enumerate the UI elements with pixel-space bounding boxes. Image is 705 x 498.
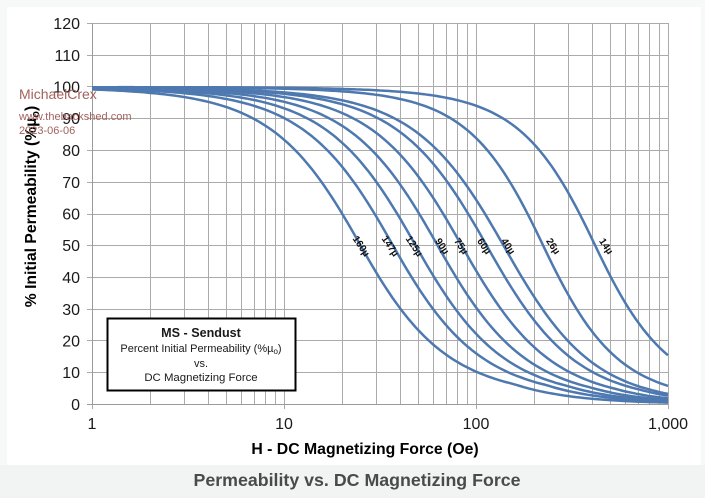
svg-text:20: 20 — [62, 334, 80, 351]
svg-text:100: 100 — [53, 80, 80, 97]
svg-text:50: 50 — [62, 238, 80, 255]
svg-text:H - DC Magnetizing Force (Oe): H - DC Magnetizing Force (Oe) — [251, 441, 478, 458]
svg-text:120: 120 — [53, 16, 80, 33]
svg-text:MS - Sendust: MS - Sendust — [161, 326, 242, 340]
svg-text:110: 110 — [54, 48, 80, 65]
svg-text:40: 40 — [62, 270, 80, 287]
svg-text:10: 10 — [275, 416, 293, 433]
svg-text:1,000: 1,000 — [648, 416, 688, 433]
svg-text:Percent Initial Permeability (: Percent Initial Permeability (%µo) — [120, 343, 281, 356]
svg-text:60: 60 — [62, 207, 80, 224]
svg-text:80: 80 — [62, 143, 80, 160]
svg-text:% Initial Permeability (%µo): % Initial Permeability (%µo) — [23, 106, 42, 307]
svg-text:MichaelCrex: MichaelCrex — [19, 86, 97, 102]
svg-text:Permeability vs. DC Magnetizin: Permeability vs. DC Magnetizing Force — [193, 470, 520, 490]
svg-text:30: 30 — [62, 302, 80, 319]
svg-text:1: 1 — [88, 416, 97, 433]
svg-text:2023-06-06: 2023-06-06 — [19, 125, 75, 137]
svg-text:www.thebackshed.com: www.thebackshed.com — [18, 111, 132, 123]
svg-text:vs.: vs. — [194, 358, 208, 370]
svg-text:0: 0 — [71, 397, 80, 414]
svg-text:10: 10 — [62, 365, 80, 382]
svg-text:100: 100 — [463, 416, 490, 433]
svg-text:DC Magnetizing Force: DC Magnetizing Force — [144, 372, 257, 384]
svg-text:70: 70 — [62, 175, 80, 192]
svg-text:90: 90 — [62, 111, 80, 128]
